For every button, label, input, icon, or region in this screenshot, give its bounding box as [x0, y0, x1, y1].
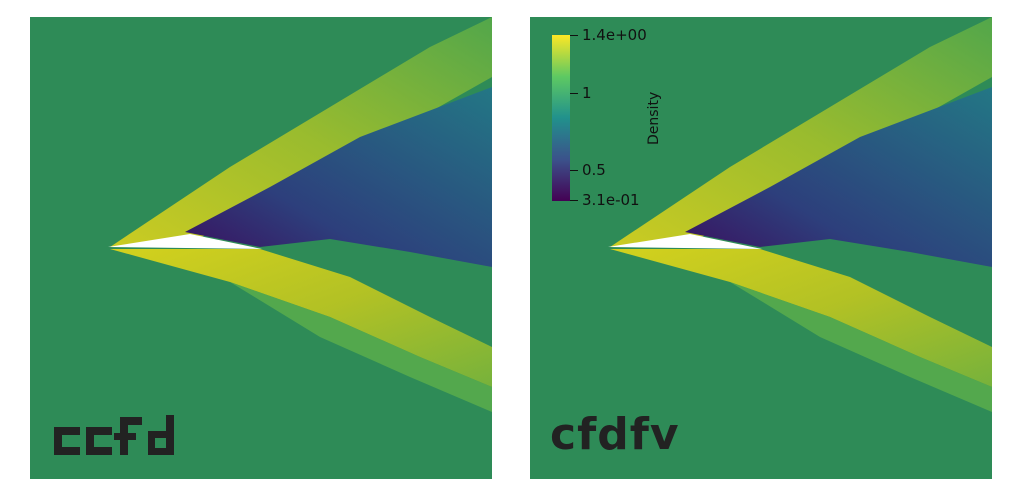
colorbar-tick: [570, 35, 578, 36]
colorbar-min-label: 3.1e-01: [582, 191, 640, 209]
ccfd-logo: [54, 415, 174, 455]
colorbar-tick-label: 1: [582, 84, 592, 102]
colorbar-tick: [570, 170, 578, 171]
right-plot-panel: 1.4e+00 1 0.5 3.1e-01 Density cfdfv: [530, 17, 992, 479]
left-plot-panel: [30, 17, 492, 479]
colorbar-tick: [570, 93, 578, 94]
colorbar-tick-label: 0.5: [582, 161, 606, 179]
colorbar-title: Density: [646, 91, 662, 145]
colorbar-tick: [570, 200, 578, 201]
density-field-left: [30, 17, 492, 479]
colorbar-max-label: 1.4e+00: [582, 26, 647, 44]
airfoil-shape: [108, 234, 262, 249]
density-field-right: [530, 17, 992, 479]
airfoil-shape: [608, 234, 762, 249]
cfdfv-logo: cfdfv: [550, 409, 680, 460]
colorbar-gradient: [552, 35, 570, 201]
